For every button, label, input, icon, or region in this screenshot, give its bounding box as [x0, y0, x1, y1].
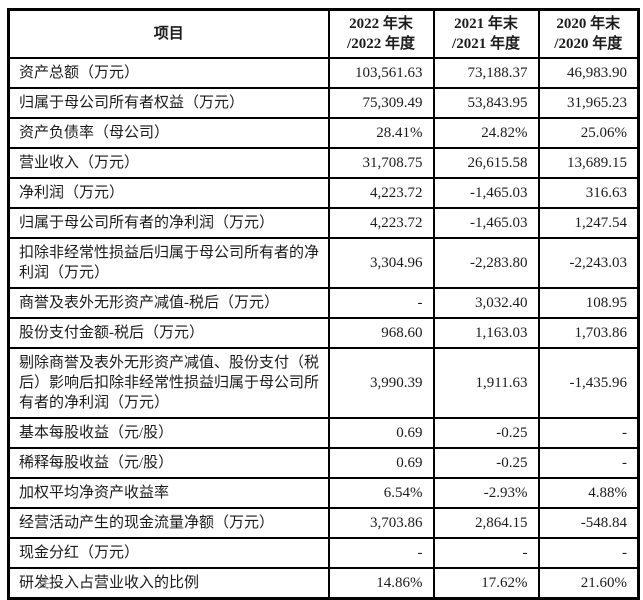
- value-2021: 3,032.40: [432, 287, 540, 319]
- value-2020: 4.88%: [537, 477, 640, 509]
- value-2021: -1,465.03: [432, 207, 540, 239]
- value-2021: -0.25: [432, 447, 540, 479]
- table-row-weighted-roe: 加权平均净资产收益率 6.54% -2.93% 4.88%: [7, 477, 640, 509]
- value-2020: -: [537, 417, 640, 449]
- row-label: 剔除商誉及表外无形资产减值、股份支付（税后）影响后扣除非经常性损益归属于母公司所…: [7, 347, 330, 419]
- header-row: 项目 2022 年末 /2022 年度 2021 年末 /2021 年度 202…: [7, 8, 640, 59]
- value-2020: 1,703.86: [537, 317, 640, 349]
- value-2020: -1,435.96: [537, 347, 640, 419]
- value-2021: 17.62%: [432, 567, 540, 600]
- header-period-2021-line1: 2021 年末: [454, 16, 518, 32]
- row-label: 基本每股收益（元/股）: [7, 417, 330, 449]
- table-row-net-profit: 净利润（万元） 4,223.72 -1,465.03 316.63: [7, 177, 640, 209]
- table-row-revenue: 营业收入（万元） 31,708.75 26,615.58 13,689.15: [7, 147, 640, 179]
- header-period-2022: 2022 年末 /2022 年度: [327, 8, 435, 59]
- value-2020: 13,689.15: [537, 147, 640, 179]
- header-period-2021-line2: /2021 年度: [452, 36, 520, 52]
- value-2021: -0.25: [432, 417, 540, 449]
- table-row-goodwill-impairment: 商誉及表外无形资产减值-税后（万元） - 3,032.40 108.95: [7, 287, 640, 319]
- value-2021: 24.82%: [432, 117, 540, 149]
- value-2022: 4,223.72: [327, 177, 435, 209]
- value-2022: 28.41%: [327, 117, 435, 149]
- table-row-diluted-eps: 稀释每股收益（元/股） 0.69 -0.25 -: [7, 447, 640, 479]
- row-label: 资产总额（万元）: [7, 57, 330, 89]
- value-2022: -: [327, 537, 435, 569]
- header-period-2020: 2020 年末 /2020 年度: [537, 8, 640, 59]
- header-period-2020-line2: /2020 年度: [554, 36, 623, 52]
- value-2021: 1,911.63: [432, 347, 540, 419]
- financial-summary-table: 项目 2022 年末 /2022 年度 2021 年末 /2021 年度 202…: [7, 8, 640, 600]
- table-row-cash-dividend: 现金分红（万元） - - -: [7, 537, 640, 569]
- row-label: 现金分红（万元）: [7, 537, 330, 569]
- value-2020: 1,247.54: [537, 207, 640, 239]
- value-2021: 2,864.15: [432, 507, 540, 539]
- value-2022: 103,561.63: [327, 57, 435, 89]
- value-2022: 4,223.72: [327, 207, 435, 239]
- header-item: 项目: [7, 8, 330, 59]
- header-period-2021: 2021 年末 /2021 年度: [432, 8, 540, 59]
- table-body: 资产总额（万元） 103,561.63 73,188.37 46,983.90 …: [7, 57, 640, 600]
- row-label: 归属于母公司所有者的净利润（万元）: [7, 207, 330, 239]
- value-2022: 0.69: [327, 417, 435, 449]
- value-2021: -2.93%: [432, 477, 540, 509]
- value-2020: 21.60%: [537, 567, 640, 600]
- table-row-operating-cash-flow: 经营活动产生的现金流量净额（万元） 3,703.86 2,864.15 -548…: [7, 507, 640, 539]
- value-2022: 968.60: [327, 317, 435, 349]
- row-label: 资产负债率（母公司）: [7, 117, 330, 149]
- value-2021: 53,843.95: [432, 87, 540, 119]
- table-row-deducted-net-profit: 扣除非经常性损益后归属于母公司所有者的净利润（万元） 3,304.96 -2,2…: [7, 237, 640, 289]
- value-2020: -: [537, 447, 640, 479]
- table-row-adjusted-net-profit: 剔除商誉及表外无形资产减值、股份支付（税后）影响后扣除非经常性损益归属于母公司所…: [7, 347, 640, 419]
- value-2022: 3,703.86: [327, 507, 435, 539]
- value-2021: -: [432, 537, 540, 569]
- header-period-2022-line2: /2022 年度: [347, 36, 415, 52]
- table-row-parent-net-profit: 归属于母公司所有者的净利润（万元） 4,223.72 -1,465.03 1,2…: [7, 207, 640, 239]
- value-2021: -1,465.03: [432, 177, 540, 209]
- row-label: 净利润（万元）: [7, 177, 330, 209]
- header-period-2022-line1: 2022 年末: [349, 16, 413, 32]
- value-2020: -2,243.03: [537, 237, 640, 289]
- value-2020: 316.63: [537, 177, 640, 209]
- value-2020: 108.95: [537, 287, 640, 319]
- table-row-basic-eps: 基本每股收益（元/股） 0.69 -0.25 -: [7, 417, 640, 449]
- row-label: 归属于母公司所有者权益（万元）: [7, 87, 330, 119]
- value-2020: -: [537, 537, 640, 569]
- value-2021: 26,615.58: [432, 147, 540, 179]
- header-period-2020-line1: 2020 年末: [556, 16, 621, 32]
- value-2020: 46,983.90: [537, 57, 640, 89]
- value-2021: 73,188.37: [432, 57, 540, 89]
- row-label: 商誉及表外无形资产减值-税后（万元）: [7, 287, 330, 319]
- value-2022: 3,304.96: [327, 237, 435, 289]
- table-row-share-payment: 股份支付金额-税后（万元） 968.60 1,163.03 1,703.86: [7, 317, 640, 349]
- value-2022: 0.69: [327, 447, 435, 479]
- value-2020: 25.06%: [537, 117, 640, 149]
- value-2022: 75,309.49: [327, 87, 435, 119]
- row-label: 扣除非经常性损益后归属于母公司所有者的净利润（万元）: [7, 237, 330, 289]
- table-row-rd-ratio: 研发投入占营业收入的比例 14.86% 17.62% 21.60%: [7, 567, 640, 600]
- value-2021: -2,283.80: [432, 237, 540, 289]
- page: { "page": { "background_color": "#ffffff…: [7, 8, 640, 600]
- value-2022: 6.54%: [327, 477, 435, 509]
- value-2022: -: [327, 287, 435, 319]
- table-row-total-assets: 资产总额（万元） 103,561.63 73,188.37 46,983.90: [7, 57, 640, 89]
- value-2022: 14.86%: [327, 567, 435, 600]
- table-header: 项目 2022 年末 /2022 年度 2021 年末 /2021 年度 202…: [7, 8, 640, 59]
- value-2021: 1,163.03: [432, 317, 540, 349]
- table-row-parent-equity: 归属于母公司所有者权益（万元） 75,309.49 53,843.95 31,9…: [7, 87, 640, 119]
- value-2022: 3,990.39: [327, 347, 435, 419]
- value-2020: 31,965.23: [537, 87, 640, 119]
- row-label: 经营活动产生的现金流量净额（万元）: [7, 507, 330, 539]
- footnote-partial-text: 注：: [38, 576, 67, 590]
- row-label: 稀释每股收益（元/股）: [7, 447, 330, 479]
- row-label: 股份支付金额-税后（万元）: [7, 317, 330, 349]
- row-label: 加权平均净资产收益率: [7, 477, 330, 509]
- value-2022: 31,708.75: [327, 147, 435, 179]
- row-label: 营业收入（万元）: [7, 147, 330, 179]
- value-2020: -548.84: [537, 507, 640, 539]
- table-row-debt-ratio: 资产负债率（母公司） 28.41% 24.82% 25.06%: [7, 117, 640, 149]
